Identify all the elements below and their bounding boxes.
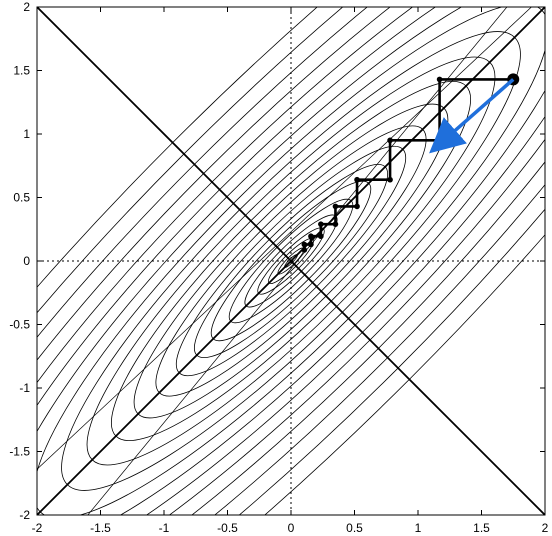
x-tick-label: -1.5 (90, 521, 111, 535)
x-tick-label: 0 (288, 521, 295, 535)
x-tick-label: -0.5 (217, 521, 238, 535)
path-point (318, 233, 324, 240)
path-point (318, 221, 324, 227)
path-point (332, 203, 339, 210)
x-tick-label: 1.5 (473, 521, 490, 535)
y-tick-label: -1 (19, 381, 30, 395)
y-tick-label: 0 (23, 254, 30, 268)
thin-line-b-line (87, 7, 508, 515)
x-tick-label: 0.5 (346, 521, 363, 535)
y-tick-label: -0.5 (9, 318, 30, 332)
y-tick-label: 0.5 (13, 191, 30, 205)
path-point (308, 241, 314, 248)
x-tick-label: 2 (542, 521, 549, 535)
x-tick-label: 1 (415, 521, 422, 535)
x-tick-label: -1 (159, 521, 170, 535)
path-point (387, 137, 393, 144)
path-point (301, 241, 308, 248)
x-tick-label: -2 (32, 521, 43, 535)
path-point (354, 203, 360, 210)
y-tick-label: -2 (19, 508, 30, 522)
descent-path (301, 73, 520, 253)
path-point (354, 176, 360, 183)
x-axis-ticks: -2 -1.5 -1 -0.5 0 0.5 1 1.5 2 (32, 7, 549, 535)
reference-lines (37, 7, 545, 515)
y-tick-label: 1.5 (13, 64, 30, 78)
gradient-arrow (429, 78, 515, 154)
arrow-line (429, 78, 515, 154)
path-point (332, 221, 339, 227)
y-tick-label: -1.5 (9, 445, 30, 459)
path-point (436, 76, 443, 83)
path-point (301, 247, 308, 253)
path-point (308, 233, 314, 240)
thin-line-a-line (37, 7, 532, 470)
y-tick-label: 1 (23, 127, 30, 141)
path-point (387, 176, 393, 183)
y-tick-label: 2 (23, 0, 30, 14)
anti-diagonal-line (37, 7, 545, 515)
y-axis-ticks: 2 1.5 1 0.5 0 -0.5 -1 -1.5 -2 (9, 0, 545, 522)
